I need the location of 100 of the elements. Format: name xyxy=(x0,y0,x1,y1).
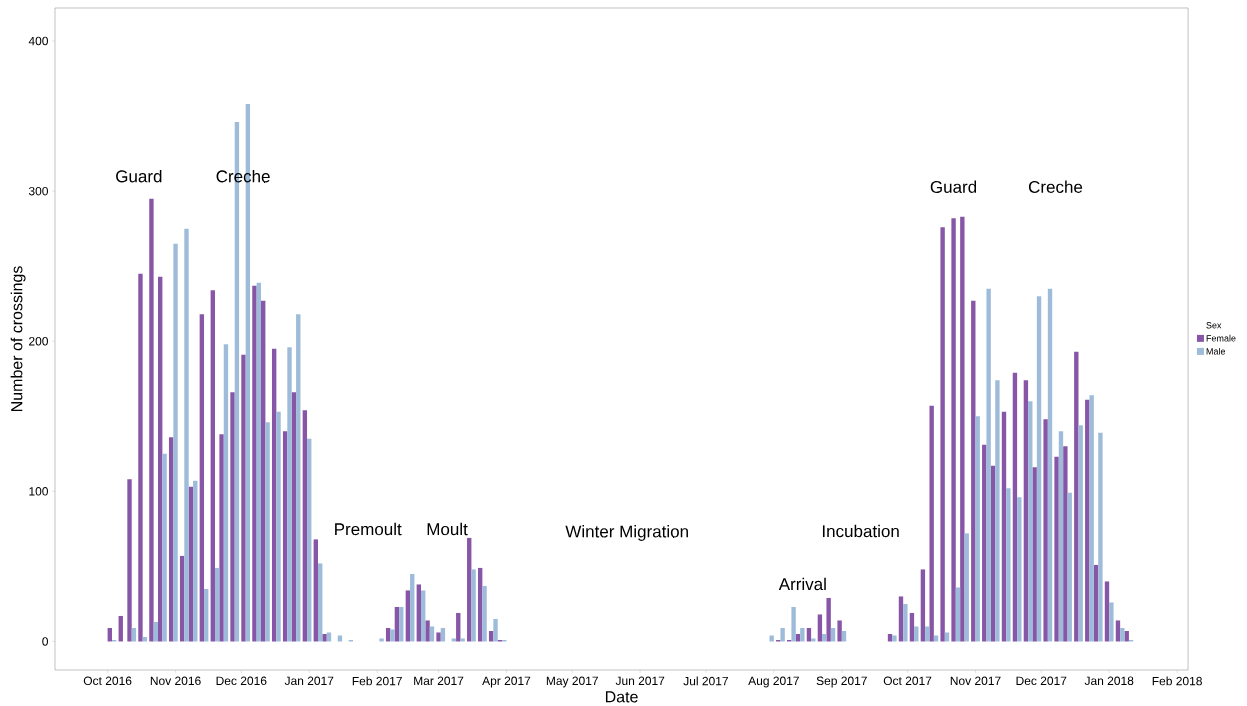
y-tick-label: 0 xyxy=(42,637,48,646)
x-tick-label: Feb 2017 xyxy=(352,676,402,686)
bar xyxy=(421,590,426,642)
bar xyxy=(1093,565,1099,642)
y-tick-label: 400 xyxy=(28,36,48,46)
legend-label: Male xyxy=(1206,348,1226,355)
bar xyxy=(291,392,297,642)
bar xyxy=(379,638,384,642)
x-tick-label: Oct 2017 xyxy=(883,676,932,686)
bar xyxy=(276,411,281,642)
bar xyxy=(471,569,476,642)
bar xyxy=(429,626,435,642)
bar xyxy=(318,563,323,642)
bar xyxy=(416,584,422,642)
bar xyxy=(390,629,395,642)
bar xyxy=(1109,602,1114,642)
annotation: Premoult xyxy=(335,522,402,536)
bar xyxy=(436,632,441,642)
x-tick-label: Jan 2017 xyxy=(284,676,334,686)
bar xyxy=(256,282,262,642)
bar xyxy=(405,590,411,642)
x-tick-label: Dec 2016 xyxy=(216,676,267,686)
bar xyxy=(826,598,831,642)
bar xyxy=(1085,399,1090,642)
bar xyxy=(1078,425,1083,642)
bar xyxy=(399,607,404,642)
bar xyxy=(493,619,498,642)
bar xyxy=(971,300,976,642)
bar xyxy=(837,620,842,642)
bar xyxy=(791,607,796,642)
bar xyxy=(241,354,246,642)
bar xyxy=(307,438,312,642)
bar xyxy=(410,574,415,642)
bar xyxy=(1067,492,1072,642)
bar xyxy=(467,538,472,642)
bar xyxy=(482,586,487,642)
bar xyxy=(944,632,950,642)
bar xyxy=(138,273,143,642)
bar xyxy=(1098,432,1103,642)
bar xyxy=(780,628,785,642)
bar xyxy=(1115,620,1121,642)
bar xyxy=(261,300,266,642)
bar xyxy=(986,288,991,642)
bar xyxy=(149,198,154,642)
legend-label: Female xyxy=(1206,334,1236,342)
bar xyxy=(990,465,996,642)
bar xyxy=(920,569,926,642)
x-tick-label: May 2017 xyxy=(546,676,598,688)
bar xyxy=(898,596,904,642)
bar xyxy=(933,635,939,642)
bar xyxy=(252,285,257,642)
legend-title: Sex xyxy=(1206,322,1222,329)
y-tick-label: 100 xyxy=(29,487,48,496)
bar xyxy=(1047,288,1053,642)
x-tick-label: Dec 2017 xyxy=(1016,676,1067,686)
annotation: Guard xyxy=(116,170,162,183)
bar xyxy=(210,290,215,642)
bar xyxy=(477,568,483,642)
bar xyxy=(219,434,224,642)
bar xyxy=(179,556,185,642)
x-tick-label: Aug 2017 xyxy=(748,676,799,688)
bar xyxy=(1074,351,1079,642)
bar xyxy=(127,479,132,642)
bar xyxy=(1036,296,1042,642)
bar xyxy=(982,444,987,642)
bar xyxy=(1054,456,1059,642)
x-tick-label: Oct 2016 xyxy=(83,676,132,686)
bar xyxy=(909,613,915,642)
bar xyxy=(456,613,461,642)
bar xyxy=(817,614,823,642)
bar xyxy=(929,405,934,642)
bar xyxy=(1017,497,1022,642)
x-tick-label: Apr 2017 xyxy=(482,676,531,688)
y-tick-label: 200 xyxy=(29,337,48,346)
bar xyxy=(940,227,945,642)
bar xyxy=(1089,395,1094,642)
bar xyxy=(1012,372,1018,642)
bar xyxy=(296,314,301,642)
bar xyxy=(302,410,308,642)
bar xyxy=(1043,419,1048,642)
annotation: Moult xyxy=(427,522,468,536)
x-tick-label: Jul 2017 xyxy=(683,676,728,686)
x-tick-label: Nov 2017 xyxy=(950,676,1001,686)
bar xyxy=(1006,488,1011,642)
bar xyxy=(265,422,270,642)
bar xyxy=(995,380,1000,642)
y-tick-label: 300 xyxy=(28,187,48,196)
bar xyxy=(951,218,956,642)
x-tick-label: Jun 2017 xyxy=(615,676,665,686)
bar xyxy=(811,638,816,642)
annotation: Incubation xyxy=(822,524,899,538)
bar xyxy=(1023,380,1029,642)
bar xyxy=(1104,581,1110,642)
bar xyxy=(287,347,292,642)
bar xyxy=(326,632,332,642)
bar xyxy=(162,453,167,642)
bar xyxy=(903,604,908,642)
bar xyxy=(451,638,457,642)
y-axis-title: Number of crossings xyxy=(10,266,26,412)
x-tick-label: Nov 2016 xyxy=(150,676,201,686)
